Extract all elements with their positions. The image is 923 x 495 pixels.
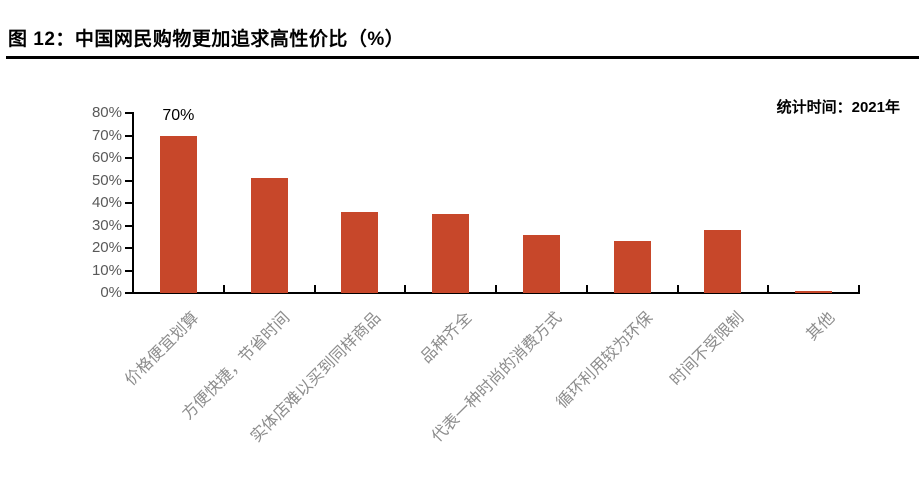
x-axis-tick <box>313 285 316 292</box>
figure-title: 图 12：中国网民购物更加追求高性价比（%） <box>8 29 405 50</box>
x-axis-label: 品种齐全 <box>417 309 475 367</box>
y-axis-tick-label: 50% <box>91 171 122 189</box>
bar <box>250 178 288 293</box>
y-axis-tick-label: 80% <box>91 104 122 121</box>
bar <box>341 212 379 293</box>
bar <box>159 135 197 293</box>
stat-time-annotation: 统计时间：2021年 <box>776 99 900 116</box>
y-axis-tick-label: 30% <box>91 216 122 234</box>
y-axis-tick-label: 10% <box>91 261 122 279</box>
x-axis-tick <box>585 285 588 292</box>
bar <box>795 290 833 293</box>
y-axis-tick <box>125 112 132 114</box>
x-axis-line <box>132 292 860 294</box>
x-axis-tick <box>767 285 770 292</box>
y-axis-tick-label: 0% <box>100 284 122 301</box>
x-axis-tick <box>858 285 860 292</box>
bar-value-label: 70% <box>162 106 195 124</box>
bar <box>522 234 560 293</box>
x-axis-tick <box>495 285 497 292</box>
x-axis-tick <box>404 285 407 292</box>
y-axis-tick-label: 20% <box>91 239 122 256</box>
y-axis-tick <box>125 157 132 159</box>
y-axis-tick <box>125 269 132 272</box>
y-axis-tick <box>125 292 132 294</box>
bar <box>613 241 651 293</box>
bar <box>704 230 742 293</box>
y-axis-tick <box>125 134 132 137</box>
y-axis-tick-label: 60% <box>91 149 122 166</box>
x-axis-label: 价格便宜划算 <box>122 309 203 390</box>
y-axis-tick <box>125 224 132 227</box>
y-axis-tick <box>125 202 132 204</box>
x-axis-tick <box>676 285 679 292</box>
y-axis-tick-label: 40% <box>91 194 122 211</box>
y-axis-tick <box>125 179 132 182</box>
title-divider <box>6 56 919 59</box>
y-axis-tick <box>125 247 132 249</box>
x-axis-tick <box>222 285 225 292</box>
y-axis-tick-label: 70% <box>91 126 122 144</box>
y-axis-line <box>132 112 134 294</box>
x-axis-label: 其他 <box>803 309 838 344</box>
x-axis-label: 时间不受限制 <box>667 309 748 390</box>
bar <box>432 214 470 293</box>
